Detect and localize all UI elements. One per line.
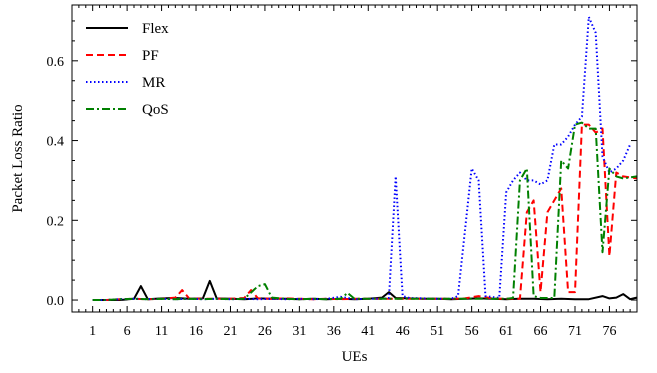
legend-label-flex: Flex xyxy=(142,21,169,37)
x-tick-label: 31 xyxy=(292,324,306,339)
legend-label-mr: MR xyxy=(142,75,165,91)
x-tick-label: 76 xyxy=(602,324,616,339)
legend: Flex PF MR QoS xyxy=(86,21,169,118)
y-tick-label: 0.4 xyxy=(47,135,65,150)
series-line-qos xyxy=(92,121,638,301)
x-tick-label: 46 xyxy=(396,324,410,339)
x-tick-label: 71 xyxy=(568,324,582,339)
y-tick-label: 0.6 xyxy=(47,55,65,70)
x-tick-label: 51 xyxy=(430,324,444,339)
x-tick-label: 6 xyxy=(124,324,131,339)
legend-label-qos: QoS xyxy=(142,102,169,118)
x-tick-label: 21 xyxy=(223,324,237,339)
y-tick-label: 0.0 xyxy=(47,294,65,309)
x-tick-label: 56 xyxy=(465,324,479,339)
x-axis: 1 6 11 16 21 26 31 36 41 46 51 56 61 66 71 76 xyxy=(71,5,638,339)
x-tick-label: 66 xyxy=(534,324,548,339)
x-tick-label: 26 xyxy=(258,324,272,339)
x-tick-label: 16 xyxy=(189,324,203,339)
x-tick-label: 41 xyxy=(361,324,375,339)
x-tick-label: 1 xyxy=(89,324,96,339)
plot-lines xyxy=(92,16,638,301)
y-axis: 0.0 0.2 0.4 0.6 xyxy=(47,20,637,309)
y-axis-label: Packet Loss Ratio xyxy=(10,104,26,212)
x-tick-label: 61 xyxy=(499,324,513,339)
x-tick-label: 11 xyxy=(155,324,168,339)
y-tick-label: 0.2 xyxy=(47,214,65,229)
x-tick-label: 36 xyxy=(327,324,341,339)
series-line-mr xyxy=(92,16,632,301)
x-axis-label: UEs xyxy=(342,349,368,365)
legend-label-pf: PF xyxy=(142,48,159,64)
